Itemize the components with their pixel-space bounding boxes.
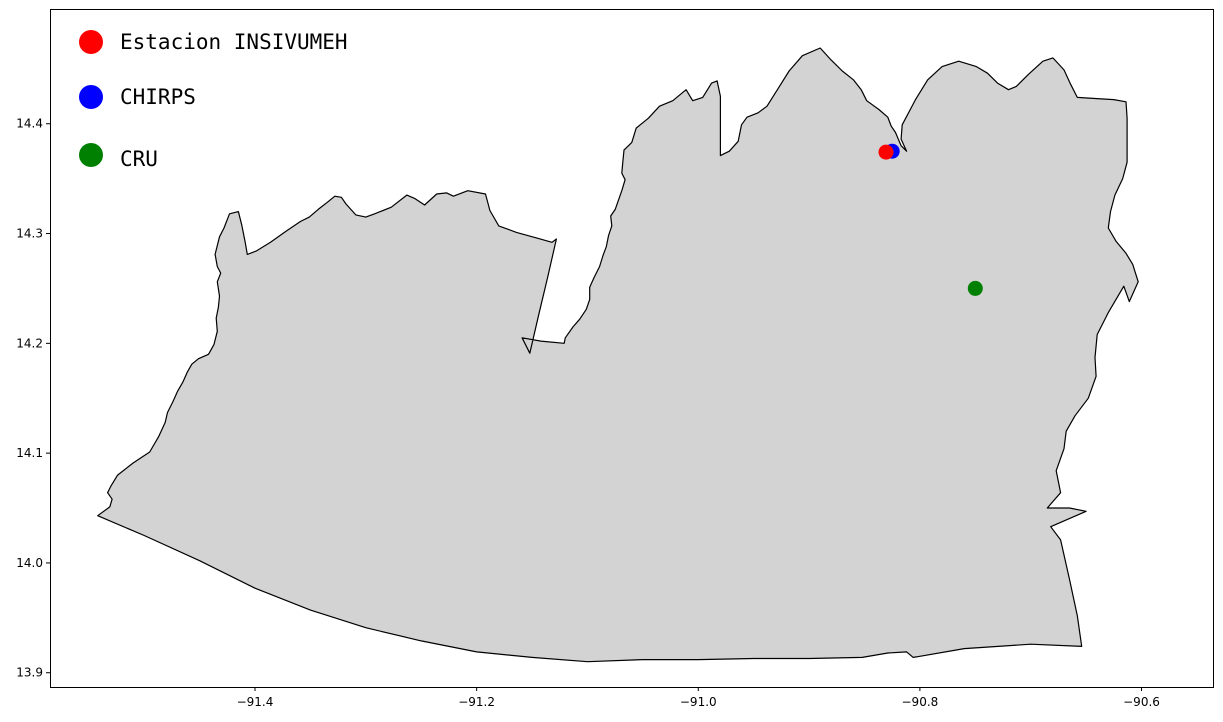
- y-tick-label: 13.9: [16, 666, 43, 680]
- y-tick-label: 14.0: [16, 556, 43, 570]
- legend-marker-estacion-insivumeh: [79, 30, 103, 54]
- x-tick-label: −90.8: [902, 695, 939, 709]
- department-region-layer: [97, 47, 1139, 663]
- points-layer: [878, 143, 983, 296]
- axes-frame: [50, 9, 1214, 688]
- ticks-layer: −91.4 −91.2 −91.0 −90.8 −90.6 13.9 14.0 14.1 14.…: [16, 117, 1160, 709]
- point-estacion-insivumeh: [878, 144, 894, 160]
- legend-marker-cru: [79, 143, 103, 167]
- y-tick-label: 14.4: [16, 117, 43, 131]
- point-cru: [967, 280, 983, 296]
- legend-label-cru: CRU: [120, 147, 158, 171]
- y-tick-label: 14.2: [16, 336, 43, 350]
- legend-label-chirps: CHIRPS: [120, 85, 196, 109]
- x-tick-label: −90.6: [1123, 695, 1160, 709]
- legend: Estacion INSIVUMEH CHIRPS CRU: [79, 30, 348, 171]
- x-tick-label: −91.4: [237, 695, 274, 709]
- department-boundary: [97, 47, 1139, 663]
- x-tick-label: −91.0: [680, 695, 717, 709]
- x-tick-label: −91.2: [458, 695, 495, 709]
- y-tick-label: 14.3: [16, 227, 43, 241]
- y-tick-label: 14.1: [16, 446, 43, 460]
- legend-label-estacion-insivumeh: Estacion INSIVUMEH: [120, 30, 348, 54]
- legend-marker-chirps: [79, 85, 103, 109]
